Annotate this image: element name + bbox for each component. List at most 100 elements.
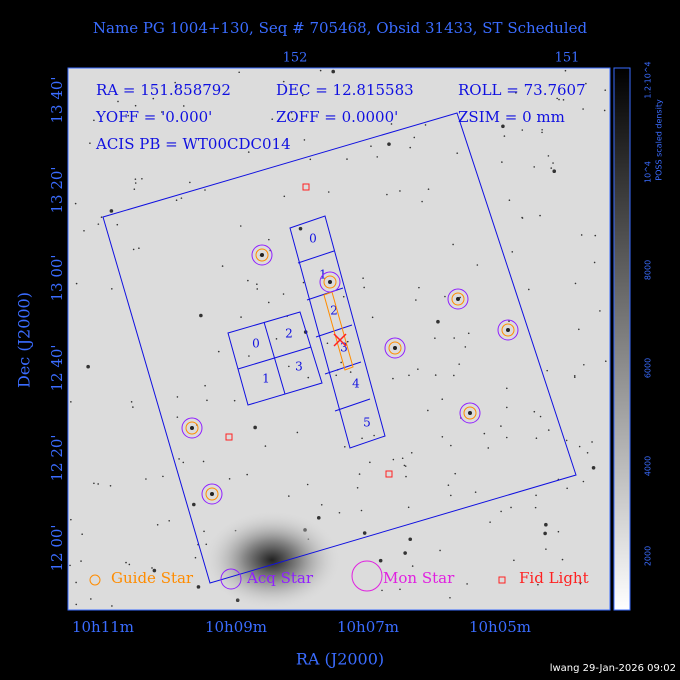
field-star — [521, 217, 524, 219]
field-star — [176, 396, 179, 398]
field-star — [436, 319, 440, 324]
field-star — [574, 282, 577, 285]
guide-star — [323, 275, 337, 289]
field-star — [90, 598, 92, 600]
legend: Guide Star Acq Star Mon Star Fid Light — [89, 560, 589, 592]
chip-label: 2 — [330, 304, 338, 318]
field-star — [202, 460, 205, 463]
field-star — [544, 522, 548, 527]
field-star — [141, 177, 143, 180]
field-star — [594, 234, 597, 237]
field-star — [80, 560, 82, 562]
field-star — [180, 197, 183, 199]
field-star — [174, 81, 176, 84]
field-star — [109, 485, 112, 487]
field-star — [500, 510, 502, 513]
field-star — [483, 432, 486, 435]
i-array — [227, 311, 323, 406]
field-star — [70, 401, 72, 403]
star-core — [506, 328, 510, 332]
field-star — [306, 483, 309, 486]
colorbar-label: POSS scaled density — [655, 99, 664, 181]
field-star — [138, 247, 140, 250]
field-star — [591, 441, 593, 443]
field-star — [182, 105, 185, 107]
fid-light — [385, 470, 393, 478]
field-star — [447, 484, 450, 486]
field-star — [132, 248, 135, 251]
field-star — [75, 282, 78, 285]
field-star — [74, 202, 77, 205]
left-tick-label: 13 20' — [48, 166, 66, 213]
y-axis-label: Dec (J2000) — [15, 292, 34, 388]
field-star — [335, 374, 338, 377]
field-star — [558, 98, 560, 101]
field-star — [427, 188, 430, 190]
guide-star — [205, 487, 219, 501]
left-tick-label: 13 40' — [48, 76, 66, 123]
guide-star — [451, 292, 465, 306]
star-core — [328, 280, 332, 284]
field-star — [81, 533, 83, 536]
field-star — [573, 374, 576, 377]
field-star — [75, 603, 78, 606]
field-star — [394, 578, 397, 580]
field-star — [331, 69, 336, 74]
field-star — [381, 589, 383, 592]
field-star — [291, 118, 294, 120]
field-star — [453, 337, 455, 339]
field-star — [239, 225, 242, 227]
field-star — [562, 99, 565, 101]
field-star — [344, 446, 346, 448]
field-star — [175, 85, 178, 87]
field-star — [373, 434, 375, 437]
field-star — [417, 368, 419, 370]
field-star — [599, 310, 601, 312]
field-star — [349, 371, 352, 373]
field-star — [409, 146, 412, 149]
legend-label: Mon Star — [383, 569, 455, 587]
field-star — [452, 243, 454, 246]
chip-label: 1 — [262, 372, 270, 386]
info-ra: RA = 151.858792 — [96, 81, 231, 99]
field-star — [539, 415, 542, 418]
field-star — [303, 139, 306, 141]
field-star — [404, 465, 407, 467]
guide-star — [463, 406, 477, 420]
field-star — [296, 431, 299, 434]
bottom-tick-label: 10h05m — [469, 618, 531, 636]
field-star — [204, 189, 206, 191]
field-star — [275, 338, 278, 340]
field-star — [510, 506, 512, 509]
field-star — [116, 223, 119, 226]
field-star — [204, 384, 206, 387]
field-star — [256, 288, 259, 290]
field-star — [410, 451, 413, 454]
field-star — [386, 193, 388, 196]
field-star — [564, 69, 567, 72]
field-star — [552, 169, 557, 174]
field-star — [145, 478, 147, 480]
field-star — [369, 461, 371, 464]
field-star — [535, 494, 537, 497]
field-star — [456, 152, 459, 154]
field-star — [203, 530, 205, 533]
field-star — [441, 398, 444, 400]
field-star — [450, 444, 452, 447]
field-star — [506, 406, 508, 409]
field-star — [556, 97, 558, 100]
field-star — [503, 135, 506, 137]
field-star — [487, 447, 490, 449]
field-star — [476, 264, 479, 266]
field-star — [547, 429, 550, 431]
field-star — [152, 568, 157, 573]
field-star — [125, 561, 127, 564]
field-star — [267, 301, 270, 304]
field-star — [134, 178, 137, 180]
star-core — [260, 253, 264, 257]
bright-star-glow — [202, 510, 342, 610]
field-star — [182, 461, 185, 464]
field-star — [360, 509, 363, 512]
field-star — [160, 111, 163, 113]
